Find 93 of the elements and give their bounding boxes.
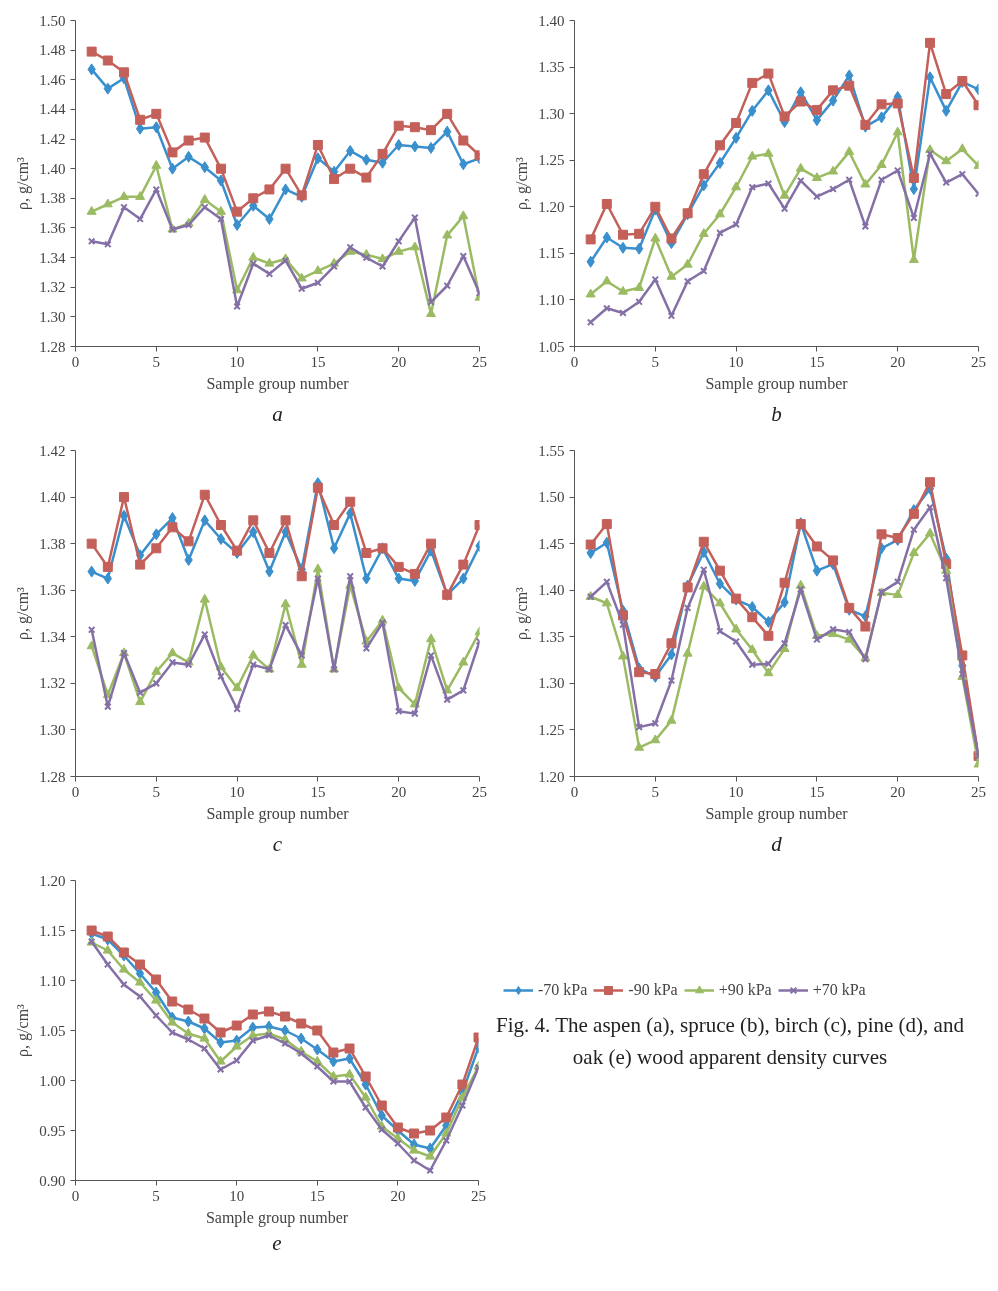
x-tick-label: 10	[728, 353, 744, 370]
y-tick-label: 1.10	[538, 291, 565, 308]
x-tick-label: 25	[472, 783, 487, 800]
x-tick-label: 0	[570, 783, 579, 800]
legend-label: +70 kPa	[812, 981, 866, 999]
y-tick-label: 1.28	[39, 768, 66, 785]
y-tick-label: 1.36	[39, 582, 66, 599]
y-tick-label: 1.35	[538, 628, 565, 645]
y-tick-label: 1.25	[538, 152, 565, 169]
text: a	[272, 401, 283, 426]
y-tick-label: 1.05	[538, 338, 565, 355]
y-tick-label: 1.40	[39, 489, 66, 506]
legend-label: -90 kPa	[628, 981, 678, 999]
y-axis-title: ρ, g/cm³	[513, 586, 532, 640]
y-tick-label: 1.34	[39, 249, 66, 266]
x-tick-label: 15	[309, 1187, 325, 1204]
x-tick-label: 5	[651, 353, 660, 370]
text: b	[771, 401, 782, 426]
y-tick-label: 1.00	[39, 1072, 66, 1089]
x-tick-label: 0	[71, 783, 80, 800]
x-tick-label: 15	[809, 353, 825, 370]
text: d	[771, 831, 783, 856]
x-tick-label: 5	[152, 783, 161, 800]
x-tick-label: 5	[651, 783, 660, 800]
x-tick-label: 15	[809, 783, 825, 800]
y-tick-label: 1.44	[39, 101, 66, 118]
x-axis-title: Sample group number	[206, 804, 350, 823]
y-tick-label: 1.42	[39, 131, 66, 148]
x-tick-label: 0	[570, 353, 579, 370]
legend-label: -70 kPa	[538, 981, 588, 999]
caption: Fig. 4. The aspen (a), spruce (b), birch (c), pine (d), and oak (e) wood apparent density curves	[495, 1012, 965, 1071]
y-tick-label: 1.30	[39, 721, 66, 738]
x-tick-label: 20	[390, 1187, 406, 1204]
x-tick-label: 10	[728, 783, 744, 800]
y-tick-label: 1.48	[39, 42, 66, 59]
y-tick-label: 1.30	[538, 675, 565, 692]
y-tick-label: 1.32	[39, 279, 66, 296]
x-tick-label: 0	[71, 1187, 80, 1204]
y-tick-label: 1.20	[538, 198, 565, 215]
y-tick-label: 1.28	[39, 338, 66, 355]
y-tick-label: 1.20	[39, 872, 66, 889]
x-axis-title: Sample group number	[705, 374, 849, 393]
text: e	[272, 1230, 282, 1255]
x-tick-label: 20	[890, 353, 906, 370]
y-tick-label: 1.15	[538, 245, 565, 262]
x-tick-label: 0	[71, 353, 80, 370]
x-tick-label: 15	[310, 783, 326, 800]
x-tick-label: 10	[229, 783, 245, 800]
y-tick-label: 1.36	[39, 219, 66, 236]
y-axis-title: ρ, g/cm³	[513, 156, 532, 210]
y-axis-title: ρ, g/cm³	[14, 156, 33, 210]
x-tick-label: 5	[152, 1187, 160, 1204]
y-tick-label: 1.05	[39, 1022, 66, 1039]
y-tick-label: 1.30	[39, 308, 66, 325]
y-tick-label: 1.40	[538, 12, 565, 29]
legend-label: +90 kPa	[718, 981, 772, 999]
y-tick-label: 1.50	[538, 489, 565, 506]
y-tick-label: 1.38	[39, 190, 66, 207]
x-axis-title: Sample group number	[205, 1208, 349, 1227]
y-axis-title: ρ, g/cm³	[14, 586, 33, 640]
y-tick-label: 1.25	[538, 721, 565, 738]
x-tick-label: 15	[310, 353, 326, 370]
y-tick-label: 1.10	[39, 972, 66, 989]
y-tick-label: 0.95	[39, 1122, 66, 1139]
x-tick-label: 20	[890, 783, 906, 800]
x-tick-label: 25	[971, 353, 986, 370]
y-tick-label: 1.45	[538, 535, 565, 552]
y-tick-label: 1.42	[39, 442, 66, 459]
y-tick-label: 1.38	[39, 535, 66, 552]
y-tick-label: 1.15	[39, 922, 66, 939]
y-axis-title: ρ, g/cm³	[14, 1003, 33, 1057]
x-tick-label: 25	[472, 353, 487, 370]
y-tick-label: 1.34	[39, 628, 66, 645]
y-tick-label: 1.40	[538, 582, 565, 599]
x-tick-label: 20	[391, 353, 407, 370]
y-tick-label: 1.40	[39, 160, 66, 177]
text: c	[272, 831, 283, 856]
x-axis-title: Sample group number	[705, 804, 849, 823]
y-tick-label: 1.30	[538, 105, 565, 122]
y-tick-label: 1.55	[538, 442, 565, 459]
x-axis-title: Sample group number	[206, 374, 350, 393]
y-tick-label: 1.20	[538, 768, 565, 785]
x-tick-label: 25	[971, 783, 986, 800]
y-tick-label: 1.32	[39, 675, 66, 692]
y-tick-label: 0.90	[39, 1172, 66, 1189]
x-tick-label: 10	[229, 353, 245, 370]
y-tick-label: 1.35	[538, 59, 565, 76]
y-tick-label: 1.46	[39, 71, 66, 88]
x-tick-label: 5	[152, 353, 161, 370]
x-tick-label: 20	[391, 783, 407, 800]
x-tick-label: 10	[229, 1187, 245, 1204]
x-tick-label: 25	[471, 1187, 486, 1204]
y-tick-label: 1.50	[39, 12, 66, 29]
